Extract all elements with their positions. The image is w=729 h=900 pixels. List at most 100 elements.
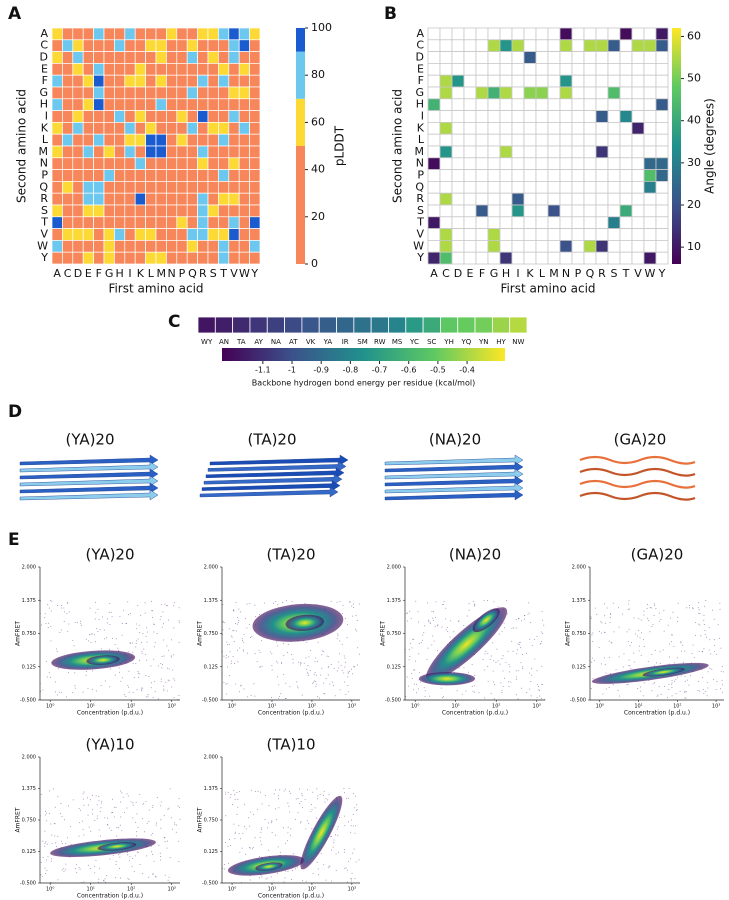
- speckle: [720, 688, 722, 690]
- heatmap-cell: [166, 181, 178, 194]
- speckle: [609, 616, 611, 618]
- speckle: [159, 852, 161, 854]
- energy-cell: [301, 316, 320, 334]
- speckle: [347, 671, 349, 673]
- heatmap-cell: [547, 169, 561, 182]
- protein-structure: [19, 454, 159, 501]
- speckle: [709, 639, 711, 641]
- speckle: [699, 612, 701, 614]
- heatmap-cell: [72, 63, 84, 76]
- heatmap-cell: [134, 122, 146, 135]
- panel-label: B: [384, 4, 397, 24]
- speckle: [656, 662, 658, 664]
- speckle: [278, 795, 280, 797]
- speckle: [55, 846, 57, 848]
- speckle: [141, 650, 143, 652]
- heatmap-cell: [62, 122, 74, 135]
- speckle: [97, 815, 99, 817]
- heatmap-cell: [427, 27, 441, 41]
- heatmap-cell: [166, 122, 178, 135]
- speckle: [357, 647, 359, 649]
- speckle: [128, 614, 130, 616]
- heatmap-cell: [176, 192, 188, 206]
- speckle: [356, 809, 358, 811]
- speckle: [340, 664, 342, 666]
- heatmap-cell: [249, 251, 261, 265]
- speckle: [297, 812, 299, 814]
- speckle: [152, 873, 154, 875]
- speckle: [135, 835, 137, 837]
- speckle: [138, 624, 140, 626]
- heatmap-cell: [475, 169, 489, 182]
- speckle: [250, 636, 252, 638]
- heatmap-cell: [475, 145, 489, 159]
- speckle: [151, 600, 153, 602]
- speckle: [287, 826, 289, 828]
- heatmap-cell: [82, 192, 94, 206]
- speckle: [703, 692, 705, 694]
- speckle: [418, 653, 420, 655]
- energy-cell: [509, 316, 528, 334]
- y-axis-label: AmFRET: [565, 621, 572, 646]
- speckle: [507, 613, 509, 615]
- speckle: [230, 635, 232, 637]
- speckle: [358, 653, 360, 655]
- heatmap-cell: [643, 98, 657, 112]
- heatmap-cell: [511, 133, 525, 147]
- heatmap-cell: [155, 133, 167, 147]
- x-tick-label: 10³: [533, 704, 541, 710]
- energy-cell: [214, 316, 234, 334]
- speckle: [604, 622, 606, 624]
- heatmap-cell: [559, 86, 573, 100]
- speckle: [323, 682, 325, 684]
- structure-title: (NA)20: [429, 431, 481, 449]
- speckle: [50, 860, 52, 862]
- heatmap-cell: [571, 192, 585, 206]
- heatmap-cell: [228, 133, 240, 147]
- speckle: [679, 690, 681, 692]
- speckle: [344, 666, 346, 668]
- speckle: [260, 840, 262, 842]
- heatmap-cell: [595, 74, 609, 88]
- heatmap-cell: [427, 39, 441, 52]
- heatmap-cell: [511, 122, 525, 135]
- speckle: [311, 828, 313, 830]
- speckle: [238, 608, 240, 610]
- speckle: [40, 874, 42, 876]
- heatmap-cell: [571, 63, 585, 76]
- speckle: [323, 693, 325, 695]
- beta-strand: [19, 461, 159, 473]
- x-tick-label: H: [502, 267, 510, 280]
- speckle: [529, 688, 531, 690]
- speckle: [656, 695, 658, 697]
- speckle: [299, 802, 301, 804]
- heatmap-cell: [631, 169, 645, 182]
- speckle: [103, 629, 105, 631]
- speckle: [409, 610, 411, 612]
- heatmap-cell: [166, 63, 178, 76]
- speckle: [356, 664, 358, 666]
- speckle: [355, 615, 357, 617]
- speckle: [659, 663, 661, 665]
- x-tick-label: 10⁰: [411, 704, 419, 710]
- heatmap-cell: [124, 110, 136, 123]
- speckle: [96, 804, 98, 806]
- heatmap-cell: [218, 169, 230, 182]
- speckle: [445, 629, 447, 631]
- heatmap-cell: [124, 27, 136, 41]
- x-axis-label: Concentration (p.d.u.): [624, 710, 690, 717]
- x-tick-label: T: [622, 267, 630, 280]
- speckle: [344, 867, 346, 869]
- heatmap-cell: [559, 74, 573, 88]
- heatmap-cell: [166, 240, 178, 253]
- heatmap-cell: [176, 157, 188, 170]
- heatmap-cell: [238, 251, 250, 265]
- category-label: YH: [443, 338, 454, 346]
- category-label: SM: [357, 338, 367, 346]
- speckle: [98, 878, 100, 880]
- speckle: [323, 864, 325, 866]
- speckle: [317, 795, 319, 797]
- speckle: [144, 612, 146, 614]
- heatmap-cell: [523, 98, 537, 112]
- speckle: [411, 672, 413, 674]
